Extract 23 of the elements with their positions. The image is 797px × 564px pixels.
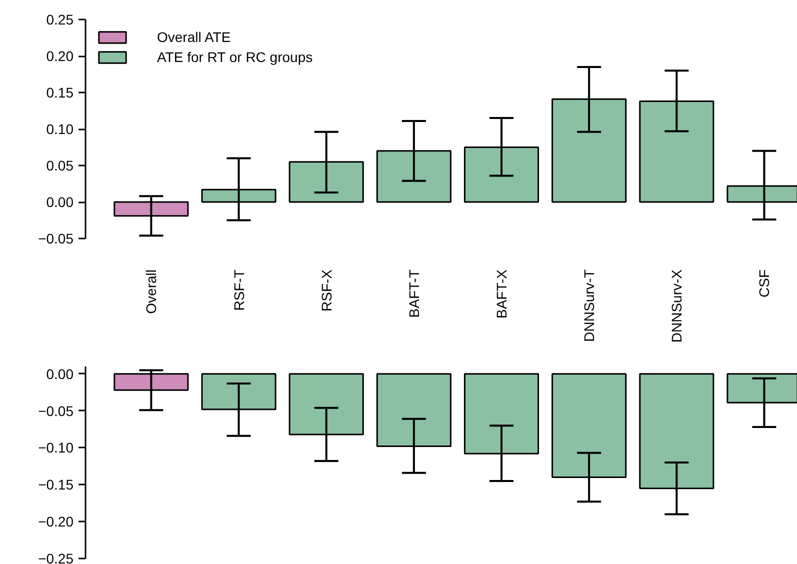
y-tick-label: 0.20 — [46, 48, 74, 64]
y-tick-label: 0.10 — [46, 121, 74, 137]
y-tick-label: −0.20 — [38, 514, 74, 530]
x-tick-label: BAFT-X — [493, 268, 510, 319]
y-tick-label: −0.05 — [38, 230, 74, 246]
x-tick-label: RSF-T — [230, 269, 247, 311]
x-tick-label: Overall — [143, 269, 160, 314]
x-tick-label: BAFT-T — [406, 269, 422, 318]
y-tick-label: 0.25 — [46, 12, 74, 28]
y-tick-label: 0.00 — [46, 366, 74, 382]
legend-label: ATE for RT or RC groups — [157, 49, 313, 65]
y-tick-label: −0.15 — [38, 476, 74, 493]
y-tick-label: 0.05 — [46, 158, 74, 174]
y-tick-label: −0.25 — [38, 550, 74, 564]
y-tick-label: 0.15 — [46, 84, 74, 100]
x-tick-label: CSF — [756, 270, 772, 298]
x-tick-label: DNNSurv-X — [668, 268, 685, 343]
x-tick-label: DNNSurv-T — [581, 269, 598, 342]
legend-label: Overall ATE — [157, 29, 231, 45]
y-tick-label: −0.10 — [38, 440, 74, 456]
x-tick-label: RSF-X — [318, 268, 334, 312]
y-tick-label: 0.00 — [46, 194, 74, 210]
y-tick-label: −0.05 — [38, 402, 74, 419]
